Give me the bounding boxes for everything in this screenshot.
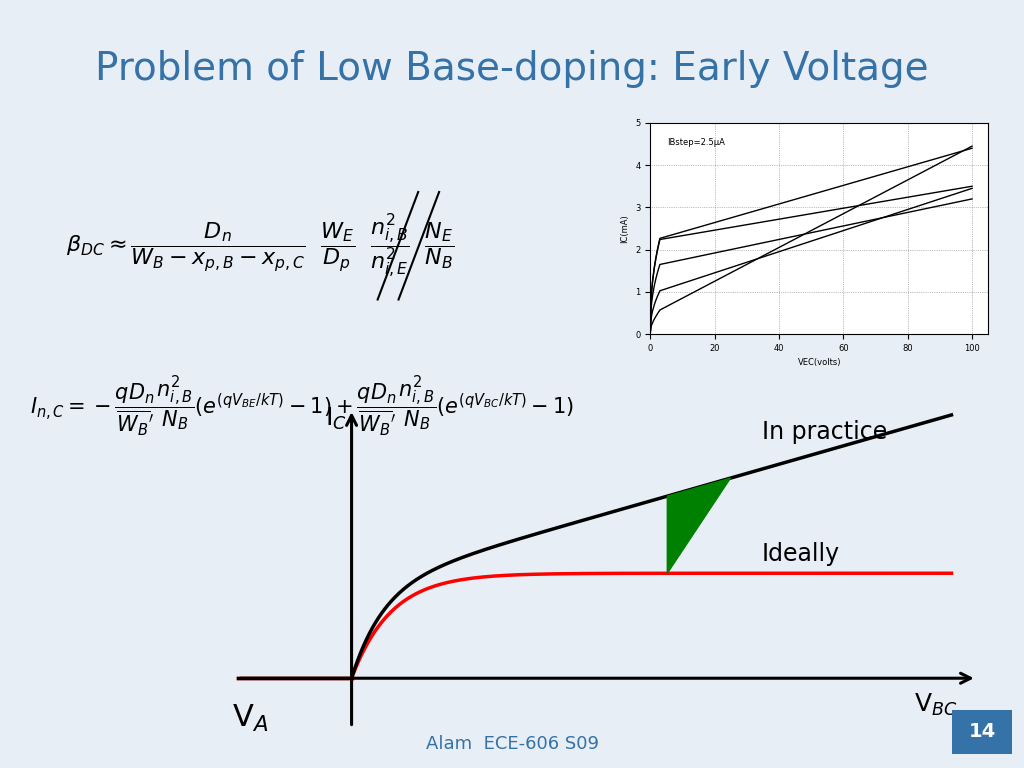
Text: Problem of Low Base-doping: Early Voltage: Problem of Low Base-doping: Early Voltag… <box>95 50 929 88</box>
Text: $I_{n,C} = -\dfrac{qD_n}{\overline{W_B}{^{\prime}}} \dfrac{n^2_{i,B}}{N_B}(e^{(q: $I_{n,C} = -\dfrac{qD_n}{\overline{W_B}{… <box>30 375 574 439</box>
Text: I$_C$: I$_C$ <box>325 406 347 432</box>
Text: Alam  ECE-606 S09: Alam ECE-606 S09 <box>426 735 598 753</box>
Text: $\beta_{DC} \approx \dfrac{D_n}{W_B - x_{p,B} - x_{p,C}}$  $\dfrac{W_E}{D_p}$  $: $\beta_{DC} \approx \dfrac{D_n}{W_B - x_… <box>66 212 454 280</box>
Text: IBstep=2.5μA: IBstep=2.5μA <box>668 137 725 147</box>
Text: V$_{BC}$: V$_{BC}$ <box>914 691 957 717</box>
FancyBboxPatch shape <box>949 707 1015 756</box>
Y-axis label: IC(mA): IC(mA) <box>621 214 630 243</box>
Text: 14: 14 <box>969 723 995 741</box>
Text: V$_A$: V$_A$ <box>231 703 268 734</box>
Text: In practice: In practice <box>762 420 887 444</box>
X-axis label: VEC(volts): VEC(volts) <box>798 359 841 367</box>
Text: Ideally: Ideally <box>762 541 840 565</box>
Polygon shape <box>668 478 730 573</box>
